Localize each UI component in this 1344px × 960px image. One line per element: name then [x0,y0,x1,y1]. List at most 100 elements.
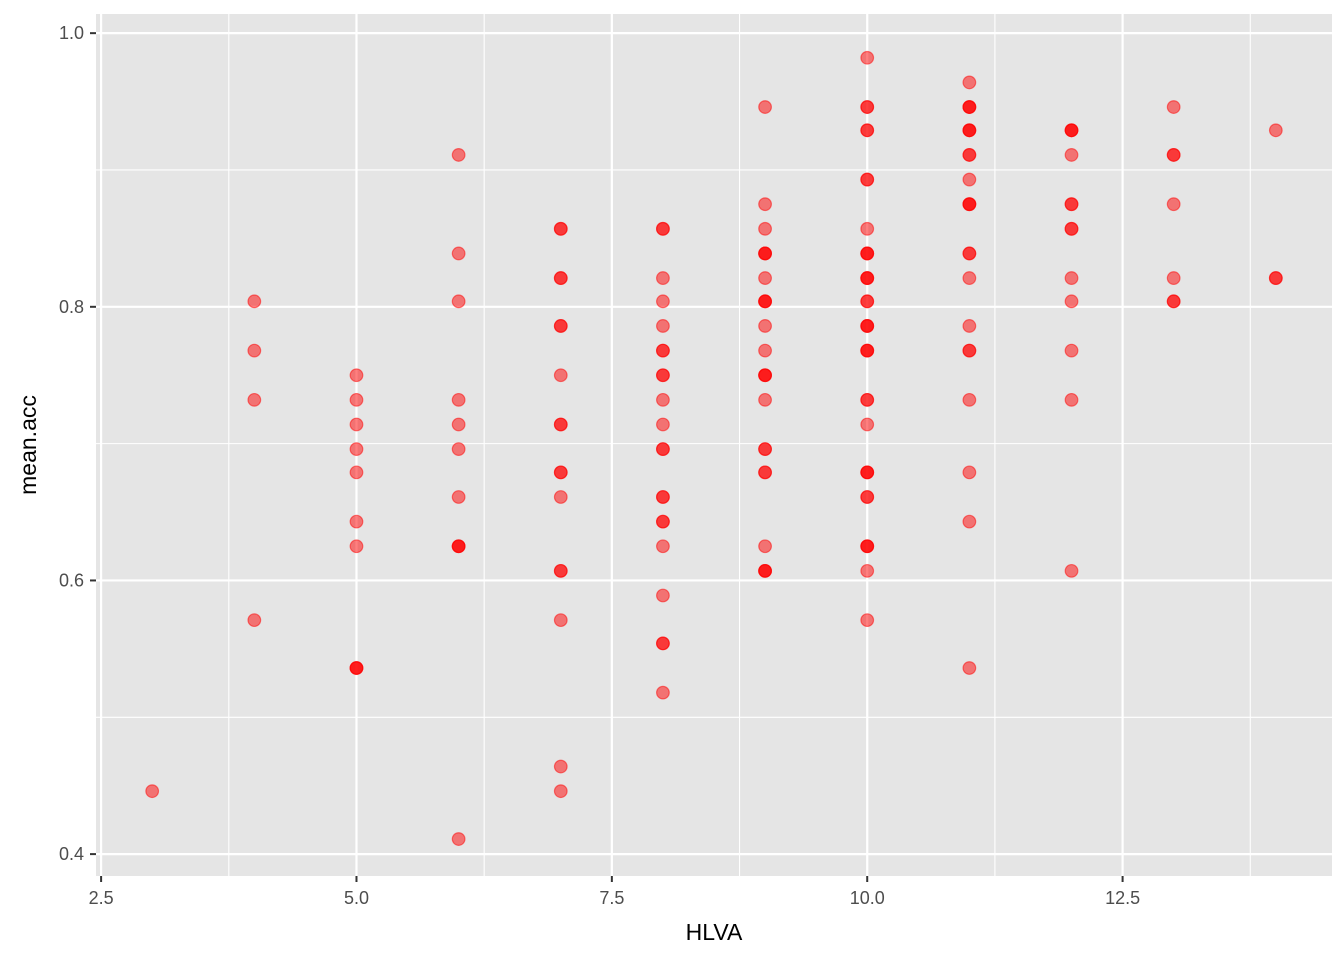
data-point [758,294,772,309]
data-point [349,465,364,480]
data-point [553,417,568,432]
data-point [656,294,670,309]
data-point [962,343,977,358]
data-point [451,490,466,504]
data-point [349,661,364,675]
data-point [758,100,772,114]
data-point [1268,271,1283,285]
data-point [1064,221,1079,236]
data-point [1064,294,1079,309]
y-tick-label: 0.4 [59,844,84,864]
data-point [656,636,670,651]
data-point [553,613,568,628]
data-point [656,442,670,457]
data-point [451,539,466,554]
data-point [860,417,875,432]
data-point [656,271,670,285]
data-point [962,75,977,90]
data-point [656,392,670,407]
data-point [349,442,364,457]
data-point [247,343,262,358]
data-point [758,563,772,578]
x-tick-label: 10.0 [850,888,885,908]
data-point [349,417,364,432]
plot-panel [96,14,1332,876]
grid-major-lines [96,14,1332,876]
x-axis-ticks: 2.5 5.0 7.5 10.0 12.5 [89,876,1140,908]
data-point [860,271,875,285]
data-point [758,271,772,285]
data-point [553,465,568,480]
data-point [656,368,670,383]
data-point [1064,271,1079,285]
data-point [962,271,977,285]
y-axis-title: mean.acc [15,395,41,495]
data-point [656,417,670,432]
data-point [1166,271,1181,285]
grid-minor-lines [96,14,1332,876]
data-point [451,417,466,432]
data-points [145,50,1283,846]
data-point [1166,294,1181,309]
data-point [758,319,772,333]
data-point [962,661,977,675]
x-tick-label: 5.0 [344,888,369,908]
data-point [349,514,364,529]
x-tick-label: 2.5 [89,888,114,908]
data-point [758,465,772,480]
data-point [349,392,364,407]
data-point [1166,100,1181,114]
data-point [962,172,977,187]
data-point [962,148,977,162]
data-point [553,271,568,285]
data-point [553,221,568,236]
y-tick-label: 0.8 [59,297,84,317]
data-point [1166,148,1181,162]
data-point [553,368,568,383]
data-point [656,490,670,504]
data-point [962,514,977,529]
data-point [451,294,466,309]
data-point [656,221,670,236]
data-point [451,392,466,407]
data-point [860,123,875,138]
data-point [656,343,670,358]
data-point [349,368,364,383]
x-tick-label: 7.5 [599,888,624,908]
data-point [553,490,568,504]
data-point [656,588,670,603]
data-point [451,832,466,846]
data-point [962,100,977,114]
data-point [1268,123,1283,138]
data-point [758,442,772,457]
data-point [962,392,977,407]
y-tick-label: 1.0 [59,23,84,43]
data-point [758,221,772,236]
data-point [451,442,466,457]
data-point [962,319,977,333]
data-point [860,294,875,309]
data-point [860,246,875,261]
data-point [860,563,875,578]
data-point [962,246,977,261]
data-point [758,539,772,554]
data-point [758,343,772,358]
data-point [860,465,875,480]
data-point [860,50,875,65]
data-point [553,563,568,578]
data-point [1064,343,1079,358]
data-point [860,100,875,114]
data-point [553,319,568,333]
data-point [962,123,977,138]
data-point [962,197,977,212]
data-point [1064,197,1079,212]
data-point [553,759,568,774]
data-point [656,319,670,333]
data-point [860,319,875,333]
data-point [1064,392,1079,407]
data-point [553,784,568,799]
data-point [860,343,875,358]
data-point [860,613,875,628]
data-point [758,392,772,407]
